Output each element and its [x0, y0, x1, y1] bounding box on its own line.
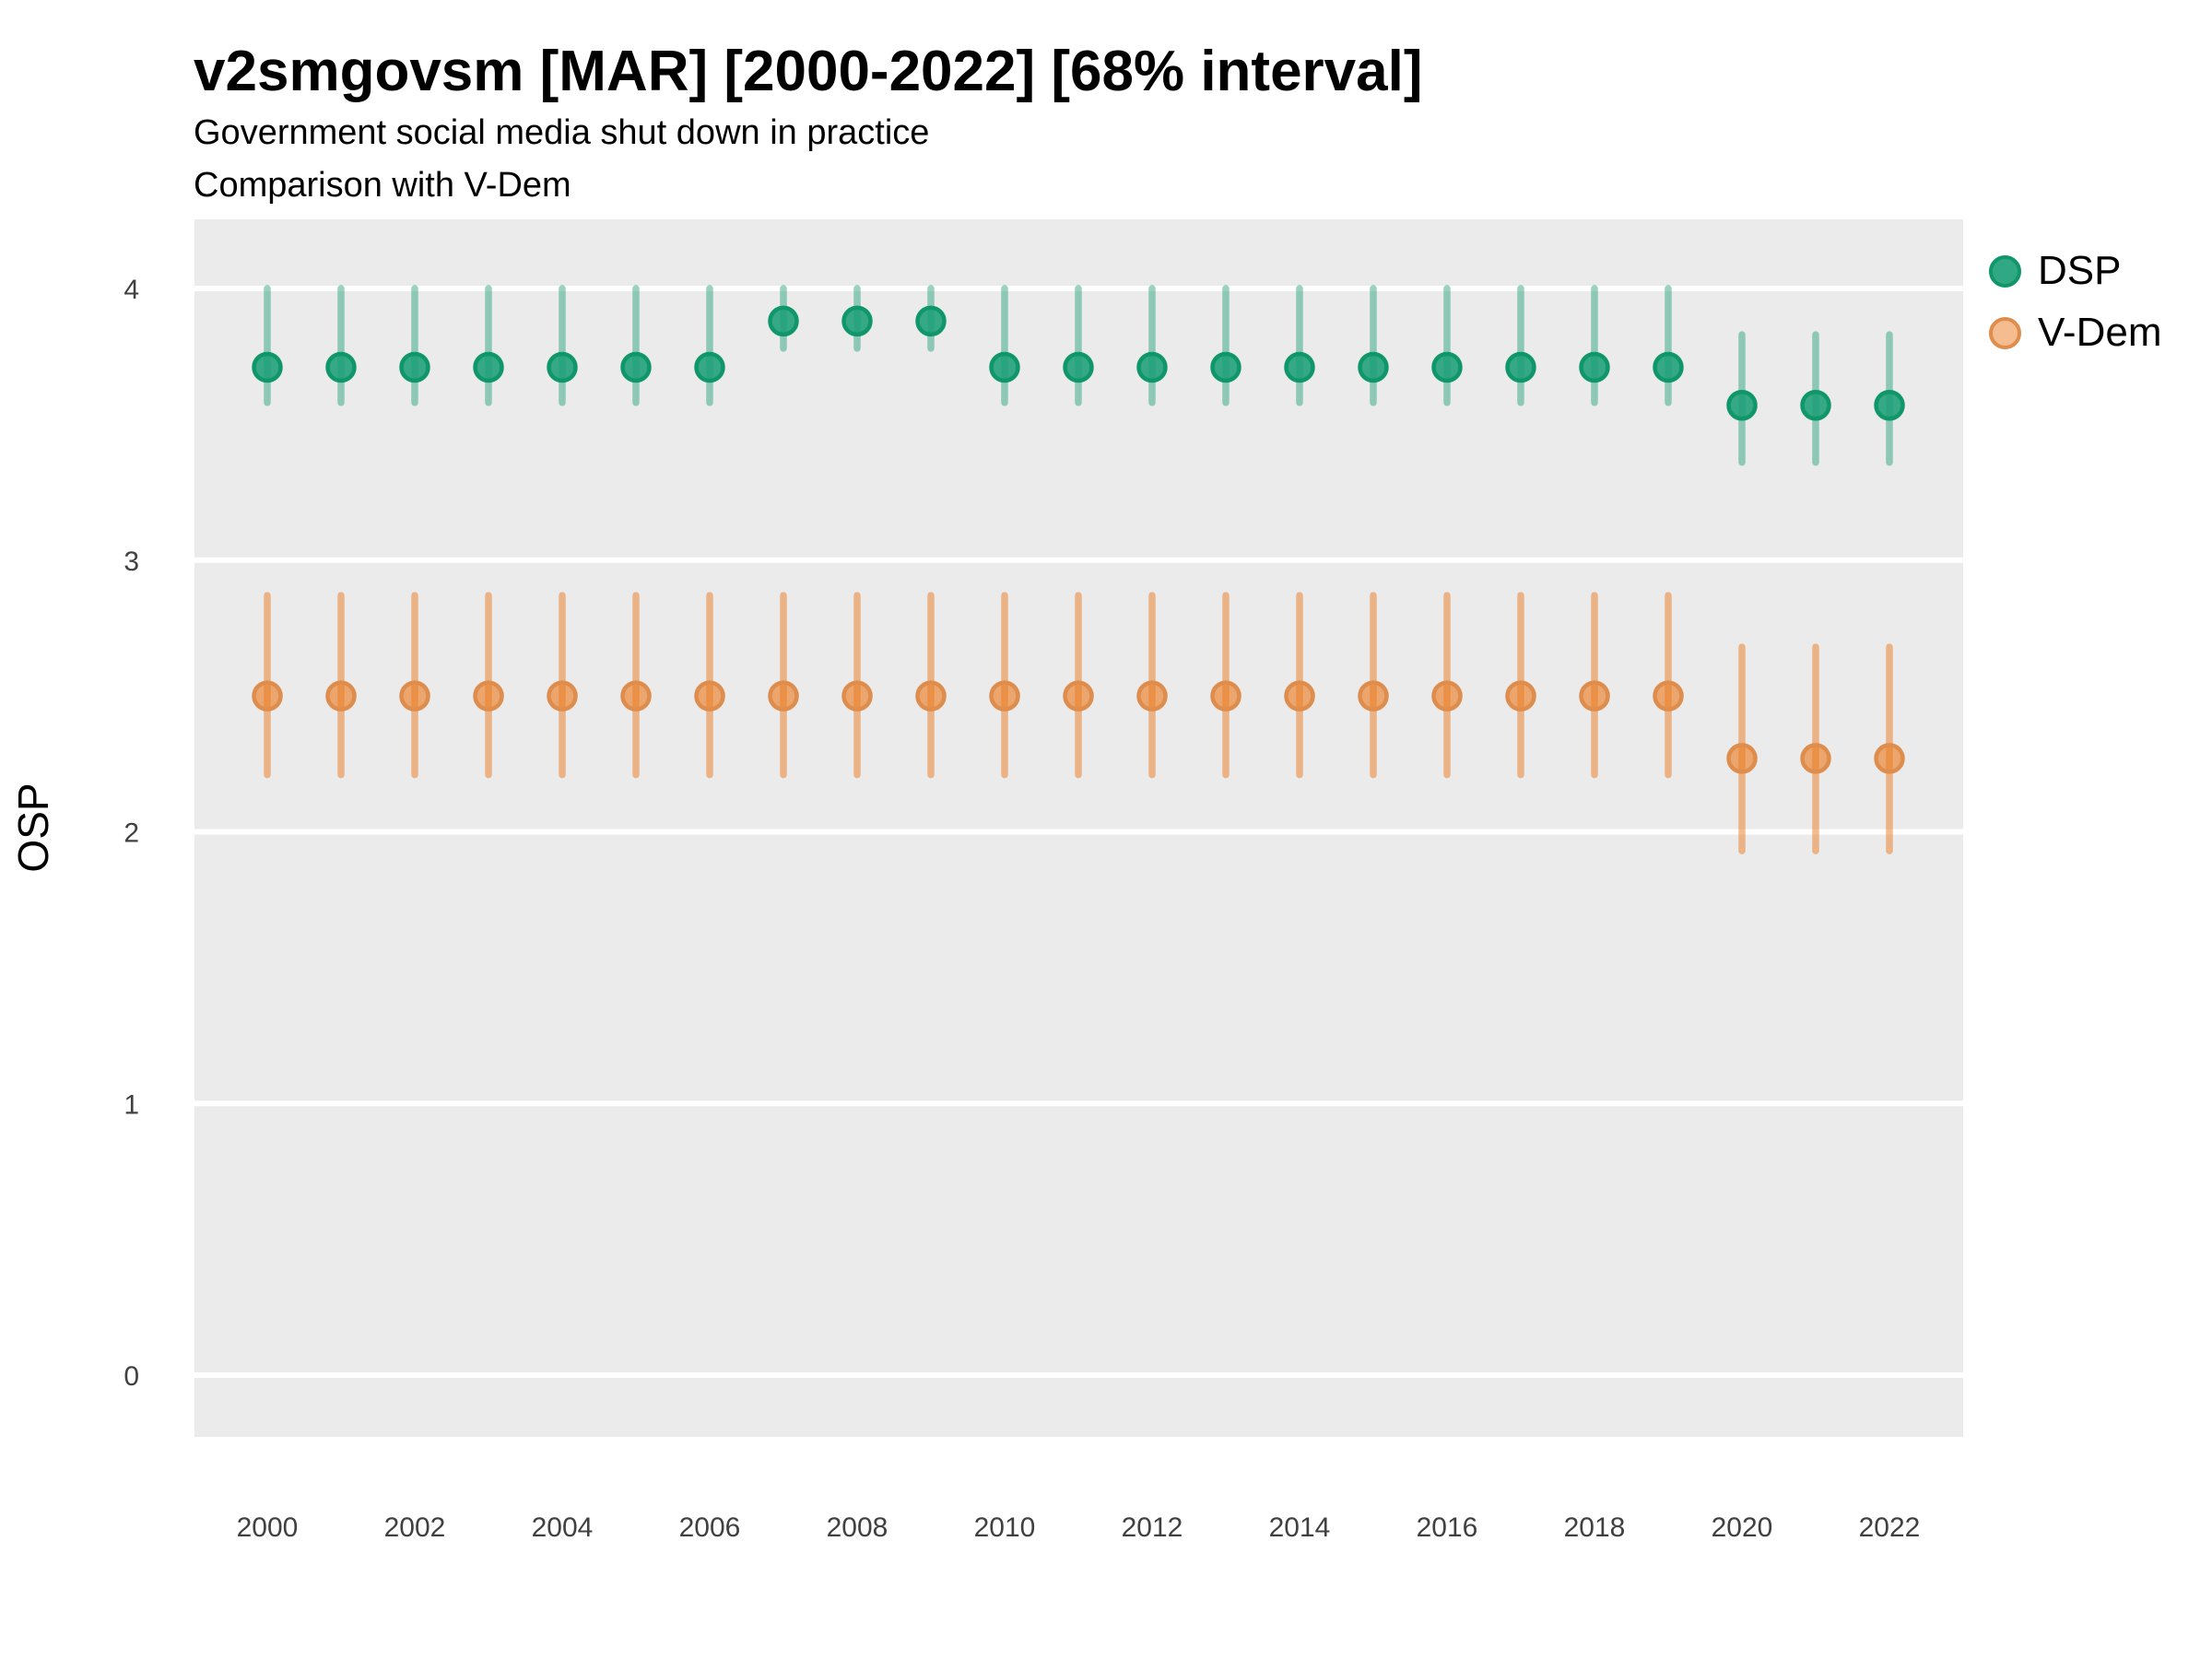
y-tick-label-2: 2	[124, 818, 139, 849]
x-tick-label-2016: 2016	[1417, 1512, 1478, 1543]
x-tick-label-2008: 2008	[827, 1512, 888, 1543]
point-DSP-2003	[473, 351, 504, 383]
point-V-Dem-2005	[620, 680, 652, 712]
point-V-Dem-2010	[989, 680, 1020, 712]
x-tick-label-2012: 2012	[1122, 1512, 1183, 1543]
point-DSP-2016	[1431, 351, 1463, 383]
point-DSP-2001	[325, 351, 357, 383]
legend-item-dsp: DSP	[1989, 251, 2161, 291]
point-V-Dem-2001	[325, 680, 357, 712]
x-tick-label-2006: 2006	[679, 1512, 741, 1543]
x-tick-label-2018: 2018	[1564, 1512, 1626, 1543]
y-tick-label-4: 4	[124, 275, 139, 305]
x-tick-label-2010: 2010	[974, 1512, 1036, 1543]
y-tick-label-0: 0	[124, 1361, 139, 1392]
point-DSP-2002	[399, 351, 430, 383]
point-V-Dem-2009	[915, 680, 947, 712]
point-V-Dem-2006	[694, 680, 725, 712]
point-DSP-2021	[1800, 389, 1831, 421]
point-DSP-2000	[252, 351, 283, 383]
point-V-Dem-2008	[841, 680, 873, 712]
point-V-Dem-2013	[1210, 680, 1241, 712]
point-V-Dem-2018	[1579, 680, 1610, 712]
legend: DSP V-Dem	[1989, 251, 2161, 353]
x-tick-label-2002: 2002	[384, 1512, 446, 1543]
plot-panel	[194, 219, 1963, 1437]
dsp-point-icon	[1989, 254, 2021, 288]
point-DSP-2010	[989, 351, 1020, 383]
point-V-Dem-2004	[547, 680, 578, 712]
point-V-Dem-2021	[1800, 743, 1831, 774]
point-V-Dem-2002	[399, 680, 430, 712]
point-V-Dem-2012	[1136, 680, 1168, 712]
x-tick-label-2020: 2020	[1712, 1512, 1773, 1543]
point-DSP-2004	[547, 351, 578, 383]
point-DSP-2022	[1874, 389, 1905, 421]
point-V-Dem-2017	[1505, 680, 1536, 712]
point-DSP-2007	[768, 305, 799, 337]
y-tick-label-3: 3	[124, 547, 139, 577]
subtitle-line-2: Comparison with V-Dem	[194, 166, 571, 205]
point-DSP-2012	[1136, 351, 1168, 383]
page-title: v2smgovsm [MAR] [2000-2022] [68% interva…	[194, 40, 1423, 103]
x-tick-label-2004: 2004	[532, 1512, 594, 1543]
point-DSP-2009	[915, 305, 947, 337]
x-tick-label-2022: 2022	[1859, 1512, 1921, 1543]
legend-label-vdem: V-Dem	[2038, 310, 2162, 355]
point-V-Dem-2011	[1063, 680, 1094, 712]
legend-item-vdem: V-Dem	[1989, 312, 2161, 353]
point-V-Dem-2003	[473, 680, 504, 712]
point-DSP-2011	[1063, 351, 1094, 383]
point-DSP-2005	[620, 351, 652, 383]
point-V-Dem-2007	[768, 680, 799, 712]
x-tick-label-2014: 2014	[1269, 1512, 1331, 1543]
point-DSP-2014	[1284, 351, 1315, 383]
point-DSP-2017	[1505, 351, 1536, 383]
point-V-Dem-2022	[1874, 743, 1905, 774]
vdem-point-icon	[1989, 316, 2021, 349]
point-DSP-2006	[694, 351, 725, 383]
subtitle-line-1: Government social media shut down in pra…	[194, 113, 930, 152]
legend-label-dsp: DSP	[2038, 248, 2122, 293]
point-DSP-2018	[1579, 351, 1610, 383]
subtitle: Government social media shut down in pra…	[194, 107, 929, 212]
point-DSP-2013	[1210, 351, 1241, 383]
point-DSP-2008	[841, 305, 873, 337]
point-DSP-2015	[1358, 351, 1389, 383]
point-V-Dem-2020	[1726, 743, 1758, 774]
point-V-Dem-2014	[1284, 680, 1315, 712]
point-V-Dem-2000	[252, 680, 283, 712]
y-axis-title: OSP	[9, 782, 57, 872]
point-V-Dem-2016	[1431, 680, 1463, 712]
x-tick-label-2000: 2000	[237, 1512, 299, 1543]
y-tick-label-1: 1	[124, 1089, 139, 1120]
point-DSP-2020	[1726, 389, 1758, 421]
point-V-Dem-2019	[1653, 680, 1684, 712]
point-DSP-2019	[1653, 351, 1684, 383]
point-V-Dem-2015	[1358, 680, 1389, 712]
